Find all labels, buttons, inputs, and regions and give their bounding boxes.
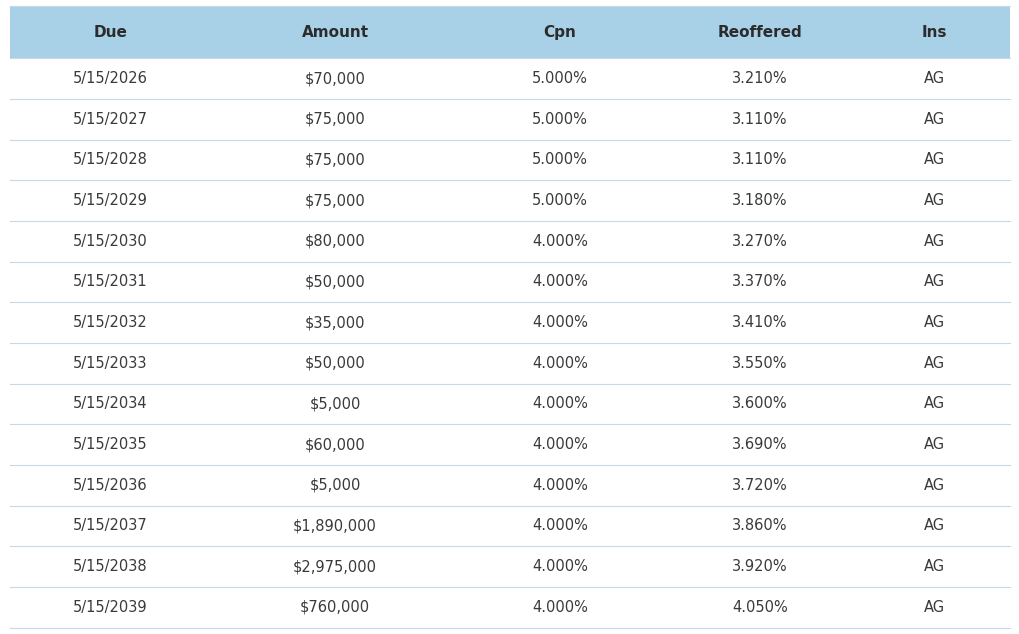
Text: 5/15/2030: 5/15/2030: [72, 234, 148, 249]
Text: 3.690%: 3.690%: [732, 437, 787, 452]
Text: $75,000: $75,000: [305, 193, 365, 208]
Text: AG: AG: [923, 600, 945, 615]
Text: 5/15/2037: 5/15/2037: [72, 519, 148, 533]
Text: $80,000: $80,000: [305, 234, 365, 249]
Text: $50,000: $50,000: [305, 275, 365, 290]
Text: AG: AG: [923, 437, 945, 452]
FancyBboxPatch shape: [10, 6, 1009, 58]
Text: 3.110%: 3.110%: [732, 112, 787, 127]
Text: 4.000%: 4.000%: [532, 519, 587, 533]
Text: Reoffered: Reoffered: [716, 25, 802, 40]
Text: $75,000: $75,000: [305, 153, 365, 167]
Text: 5/15/2031: 5/15/2031: [72, 275, 148, 290]
Text: 3.920%: 3.920%: [732, 559, 787, 574]
Text: $75,000: $75,000: [305, 112, 365, 127]
Text: 3.720%: 3.720%: [732, 478, 787, 493]
Text: 4.000%: 4.000%: [532, 478, 587, 493]
Text: 5/15/2032: 5/15/2032: [72, 315, 148, 330]
Text: $1,890,000: $1,890,000: [292, 519, 377, 533]
Text: 3.860%: 3.860%: [732, 519, 787, 533]
Text: $760,000: $760,000: [300, 600, 370, 615]
Text: 5/15/2034: 5/15/2034: [72, 396, 148, 411]
Text: 4.000%: 4.000%: [532, 234, 587, 249]
Text: 5/15/2039: 5/15/2039: [72, 600, 148, 615]
Text: 3.550%: 3.550%: [732, 356, 787, 371]
Text: 3.410%: 3.410%: [732, 315, 787, 330]
Text: AG: AG: [923, 193, 945, 208]
Text: 4.000%: 4.000%: [532, 437, 587, 452]
Text: $5,000: $5,000: [309, 478, 361, 493]
Text: AG: AG: [923, 519, 945, 533]
Text: 3.270%: 3.270%: [732, 234, 787, 249]
Text: 3.110%: 3.110%: [732, 153, 787, 167]
Text: 3.600%: 3.600%: [732, 396, 787, 411]
Text: 4.000%: 4.000%: [532, 559, 587, 574]
Text: Ins: Ins: [921, 25, 947, 40]
Text: AG: AG: [923, 234, 945, 249]
Text: 5.000%: 5.000%: [532, 71, 587, 86]
Text: 5/15/2033: 5/15/2033: [72, 356, 148, 371]
Text: 5/15/2029: 5/15/2029: [72, 193, 148, 208]
Text: 3.370%: 3.370%: [732, 275, 787, 290]
Text: $60,000: $60,000: [305, 437, 365, 452]
Text: 5/15/2028: 5/15/2028: [72, 153, 148, 167]
Text: 5/15/2035: 5/15/2035: [72, 437, 148, 452]
Text: $70,000: $70,000: [305, 71, 365, 86]
Text: AG: AG: [923, 153, 945, 167]
Text: AG: AG: [923, 112, 945, 127]
Text: AG: AG: [923, 356, 945, 371]
Text: 3.180%: 3.180%: [732, 193, 787, 208]
Text: 4.000%: 4.000%: [532, 600, 587, 615]
Text: AG: AG: [923, 275, 945, 290]
Text: 4.000%: 4.000%: [532, 315, 587, 330]
Text: Amount: Amount: [302, 25, 368, 40]
Text: AG: AG: [923, 71, 945, 86]
Text: 4.000%: 4.000%: [532, 356, 587, 371]
Text: $5,000: $5,000: [309, 396, 361, 411]
Text: 5/15/2027: 5/15/2027: [72, 112, 148, 127]
Text: 5/15/2026: 5/15/2026: [72, 71, 148, 86]
Text: 5.000%: 5.000%: [532, 112, 587, 127]
Text: $35,000: $35,000: [305, 315, 365, 330]
Text: 5/15/2038: 5/15/2038: [72, 559, 148, 574]
Text: AG: AG: [923, 559, 945, 574]
Text: Cpn: Cpn: [543, 25, 576, 40]
Text: AG: AG: [923, 396, 945, 411]
Text: 4.000%: 4.000%: [532, 275, 587, 290]
Text: AG: AG: [923, 315, 945, 330]
Text: 5/15/2036: 5/15/2036: [72, 478, 148, 493]
Text: $2,975,000: $2,975,000: [292, 559, 377, 574]
Text: 4.050%: 4.050%: [732, 600, 787, 615]
Text: Due: Due: [93, 25, 127, 40]
Text: $50,000: $50,000: [305, 356, 365, 371]
Text: AG: AG: [923, 478, 945, 493]
Text: 5.000%: 5.000%: [532, 193, 587, 208]
Text: 4.000%: 4.000%: [532, 396, 587, 411]
Text: 5.000%: 5.000%: [532, 153, 587, 167]
Text: 3.210%: 3.210%: [732, 71, 787, 86]
